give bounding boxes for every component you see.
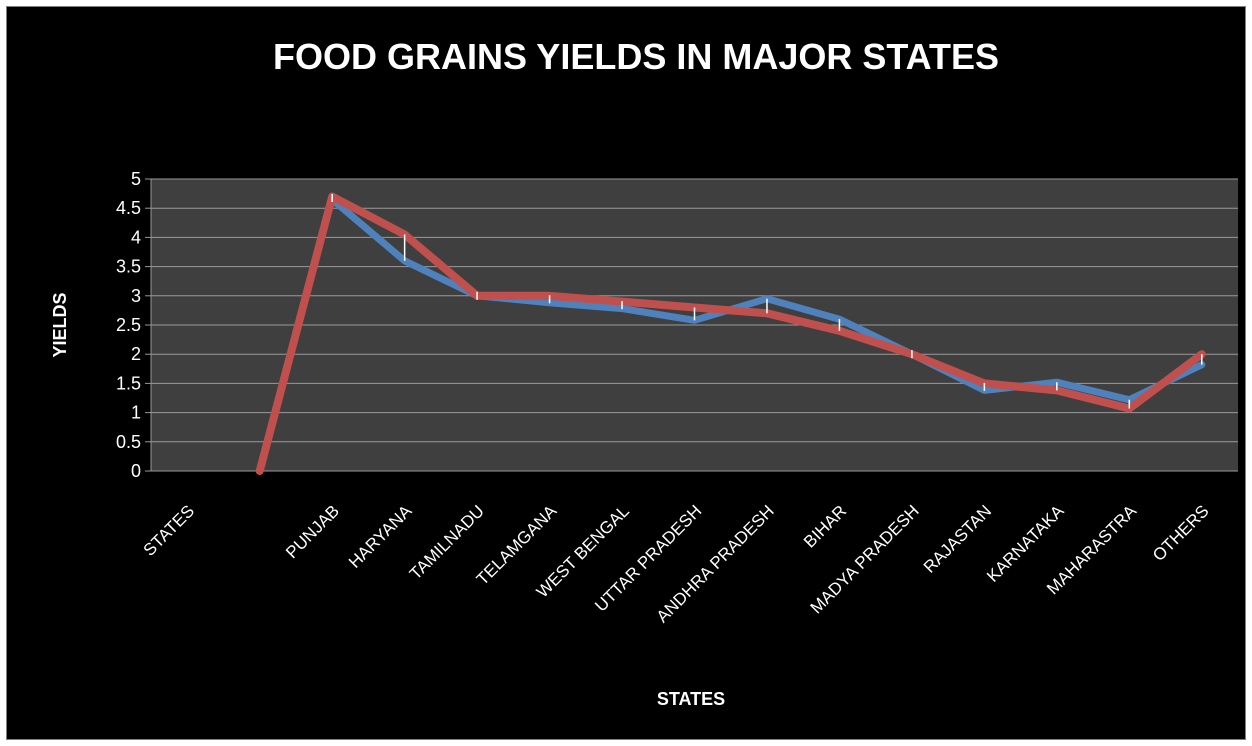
y-tick-label: 0.5 — [116, 432, 141, 452]
line-chart: FOOD GRAINS YIELDS IN MAJOR STATES 0 0.5 1… — [50, 36, 1238, 709]
difference-markers — [331, 193, 1203, 409]
y-tick-label: 5 — [131, 169, 141, 189]
x-tick-label: RAJASTAN — [920, 501, 995, 576]
gridlines — [145, 178, 1238, 472]
x-tick-label: ANDHRA PRADESH — [653, 501, 778, 626]
x-tick-label: HARYANA — [345, 501, 416, 572]
y-tick-label: 2.5 — [116, 315, 141, 335]
x-tick-label: STATES — [140, 501, 198, 559]
x-tick-label: PUNJAB — [282, 501, 343, 562]
y-axis-title: YIELDS — [50, 292, 70, 357]
x-tick-label: OTHERS — [1149, 501, 1213, 565]
chart-title: FOOD GRAINS YIELDS IN MAJOR STATES — [273, 36, 999, 77]
y-tick-label: 3 — [131, 286, 141, 306]
y-tick-label: 1.5 — [116, 373, 141, 393]
y-tick-label: 2 — [131, 344, 141, 364]
y-tick-label: 4 — [131, 227, 141, 247]
x-tick-label: TAMILNADU — [406, 501, 488, 583]
x-axis-title: STATES — [657, 689, 725, 709]
y-axis-ticks: 0 0.5 1 1.5 2 2.5 3 3.5 4 4.5 5 — [116, 169, 141, 481]
series-line-2 — [255, 192, 1206, 475]
x-tick-label: BIHAR — [800, 501, 850, 551]
y-tick-label: 0 — [131, 461, 141, 481]
chart-frame: FOOD GRAINS YIELDS IN MAJOR STATES 0 0.5 1… — [6, 6, 1246, 740]
y-tick-label: 1 — [131, 403, 141, 423]
y-tick-label: 4.5 — [116, 198, 141, 218]
x-axis-ticks: STATES PUNJAB HARYANATAMILNADUTELAMGANAWES… — [140, 501, 1213, 626]
y-tick-label: 3.5 — [116, 257, 141, 277]
